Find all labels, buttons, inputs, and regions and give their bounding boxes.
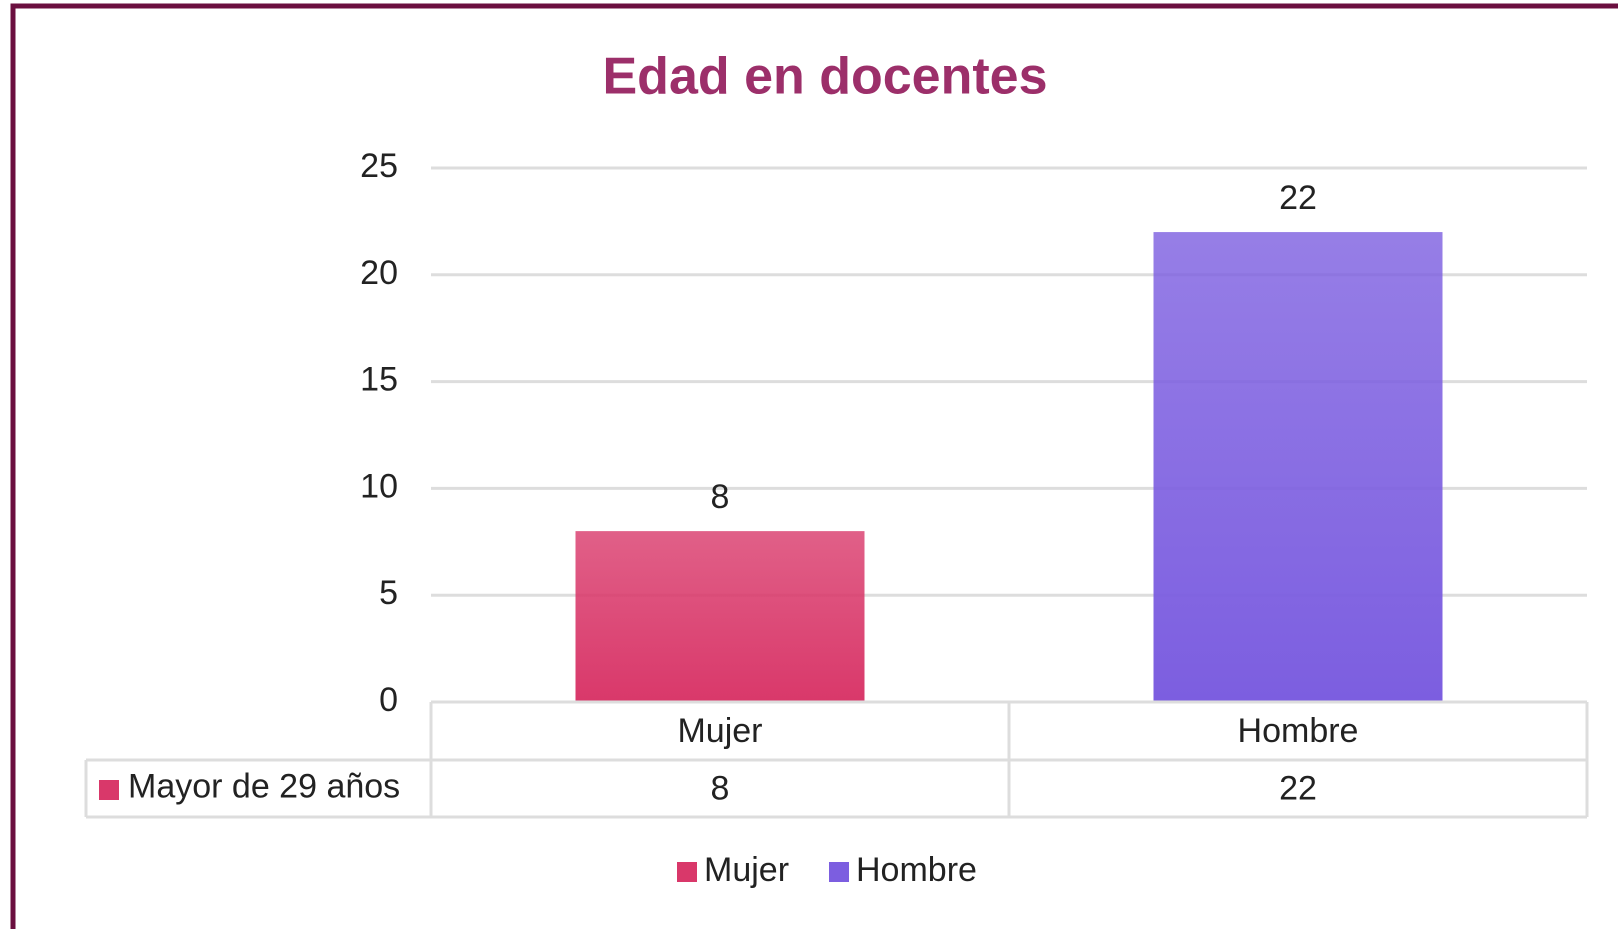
y-tick-label: 20 <box>360 254 398 292</box>
x-tick-label: Mujer <box>677 712 762 750</box>
table-value: 22 <box>1279 769 1317 807</box>
y-tick-label: 5 <box>379 574 398 612</box>
legend-label: Mujer <box>704 851 789 889</box>
data-label: 8 <box>711 478 730 516</box>
y-tick-label: 0 <box>379 681 398 719</box>
legend-swatch <box>677 862 697 882</box>
chart-title: Edad en docentes <box>603 48 1048 106</box>
table-swatch <box>99 780 119 800</box>
table-value: 8 <box>711 769 730 807</box>
chart-frame <box>10 3 1618 929</box>
bar <box>1153 232 1443 702</box>
y-tick-label: 10 <box>360 467 398 505</box>
legend-label: Hombre <box>856 851 977 889</box>
legend-swatch <box>829 862 849 882</box>
y-tick-label: 25 <box>360 147 398 185</box>
data-label: 22 <box>1279 179 1317 217</box>
x-tick-label: Hombre <box>1238 712 1359 750</box>
y-tick-label: 15 <box>360 361 398 399</box>
table-row-label: Mayor de 29 años <box>128 767 400 805</box>
bar <box>575 531 865 702</box>
